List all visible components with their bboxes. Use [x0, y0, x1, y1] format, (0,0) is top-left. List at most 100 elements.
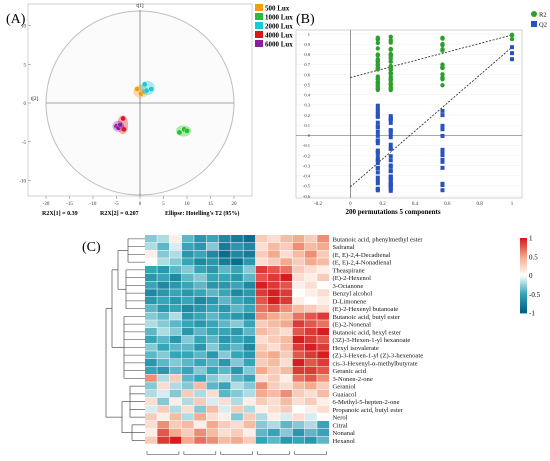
- q2-point: [440, 108, 445, 113]
- heatmap-cell: [292, 413, 305, 421]
- legend-label: 4000 Lux: [265, 32, 293, 40]
- heatmap-row-label: Theaspirane: [333, 267, 365, 274]
- heatmap-cell: [206, 390, 219, 398]
- colorbar-tick-label: 1: [529, 235, 533, 243]
- heatmap-cell: [317, 343, 329, 351]
- heatmap-cell: [157, 281, 170, 289]
- heatmap-cell: [304, 397, 317, 405]
- heatmap-cell: [304, 258, 317, 266]
- panel-b-x-tick-label: 0: [349, 202, 352, 207]
- heatmap-cell: [280, 366, 293, 374]
- heatmap-cell: [255, 366, 268, 374]
- heatmap-cell: [243, 335, 256, 343]
- heatmap-cell: [145, 374, 157, 382]
- heatmap-cell: [280, 428, 293, 436]
- panel-a-y-tick-label: 5: [24, 63, 27, 68]
- heatmap-cell: [304, 242, 317, 250]
- heatmap-cell: [169, 289, 182, 297]
- heatmap-cell: [181, 335, 194, 343]
- heatmap-cell: [181, 366, 194, 374]
- heatmap-cell: [280, 405, 293, 413]
- heatmap-cell: [206, 359, 219, 367]
- heatmap-cell: [243, 235, 256, 243]
- heatmap-cell: [280, 335, 293, 343]
- heatmap-cell: [292, 235, 305, 243]
- r2-point: [388, 87, 393, 93]
- heatmap-cell: [157, 320, 170, 328]
- heatmap-cell: [280, 397, 293, 405]
- q2-point: [440, 127, 445, 132]
- heatmap-cell: [206, 312, 219, 320]
- heatmap-cell: [317, 242, 329, 250]
- heatmap-cell: [181, 297, 194, 305]
- heatmap-cell: [145, 421, 157, 429]
- heatmap-cell: [268, 281, 280, 289]
- heatmap-cell: [292, 351, 305, 359]
- heatmap-cell: [206, 250, 219, 258]
- legend-swatch: [255, 22, 263, 29]
- r2-point: [388, 59, 393, 64]
- q2-point: [388, 132, 393, 137]
- q2-point: [375, 113, 380, 118]
- panel-c-label: (C): [82, 240, 101, 255]
- heatmap-cell: [292, 436, 305, 444]
- heatmap-cell: [169, 366, 182, 374]
- q2-point: [375, 103, 380, 108]
- heatmap-cell: [255, 266, 268, 274]
- heatmap-cell: [206, 242, 219, 250]
- q2-point: [510, 57, 514, 62]
- heatmap-cell: [268, 328, 280, 336]
- heatmap-cell: [304, 405, 317, 413]
- heatmap-cell: [181, 397, 194, 405]
- legend-label: Q2: [539, 22, 547, 29]
- heatmap-cell: [268, 436, 280, 444]
- heatmap-cell: [206, 366, 219, 374]
- heatmap-cell: [218, 328, 231, 336]
- colorbar-segment: [520, 281, 527, 284]
- heatmap-cell: [194, 235, 206, 243]
- heatmap-cell: [169, 359, 182, 367]
- heatmap-cell: [231, 235, 243, 243]
- q2-point: [388, 177, 393, 182]
- heatmap-cell: [231, 312, 243, 320]
- heatmap-cell: [145, 390, 157, 398]
- heatmap-cell: [231, 413, 243, 421]
- heatmap-cell: [280, 351, 293, 359]
- colorbar-segment: [520, 296, 527, 299]
- heatmap-cell: [145, 343, 157, 351]
- r2-point: [375, 66, 381, 72]
- heatmap-cell: [145, 335, 157, 343]
- colorbar-segment: [520, 303, 527, 306]
- heatmap-cell: [268, 382, 280, 390]
- q2-point: [388, 174, 393, 179]
- heatmap-cell: [317, 335, 329, 343]
- heatmap-row-label: Benzyl alcohol: [333, 291, 373, 298]
- heatmap-row-label: Geraniol: [333, 384, 356, 391]
- q2-point: [440, 113, 445, 118]
- q2-point: [388, 154, 393, 159]
- heatmap-cell: [280, 421, 293, 429]
- heatmap-cell: [304, 266, 317, 274]
- heatmap-cell: [218, 273, 231, 281]
- heatmap-cell: [157, 235, 170, 243]
- heatmap-cell: [317, 374, 329, 382]
- heatmap-cell: [169, 281, 182, 289]
- q2-point: [388, 135, 393, 140]
- panel-b-y-tick-label: 0.4: [304, 93, 310, 98]
- heatmap-cell: [218, 235, 231, 243]
- heatmap-cell: [243, 242, 256, 250]
- heatmap-cell: [255, 428, 268, 436]
- heatmap-cell: [206, 421, 219, 429]
- heatmap-cell: [181, 421, 194, 429]
- heatmap-cell: [255, 397, 268, 405]
- heatmap-column-label: 2000 Lux: [222, 459, 251, 461]
- heatmap-cell: [206, 281, 219, 289]
- heatmap-cell: [218, 382, 231, 390]
- panel-b-x-tick-label: -0.2: [314, 202, 322, 207]
- heatmap-cell: [206, 235, 219, 243]
- legend-swatch: [255, 40, 263, 47]
- colorbar-segment: [520, 249, 527, 252]
- heatmap-cell: [206, 382, 219, 390]
- panel-b-x-tick-label: 0.8: [477, 202, 484, 207]
- heatmap-cell: [268, 266, 280, 274]
